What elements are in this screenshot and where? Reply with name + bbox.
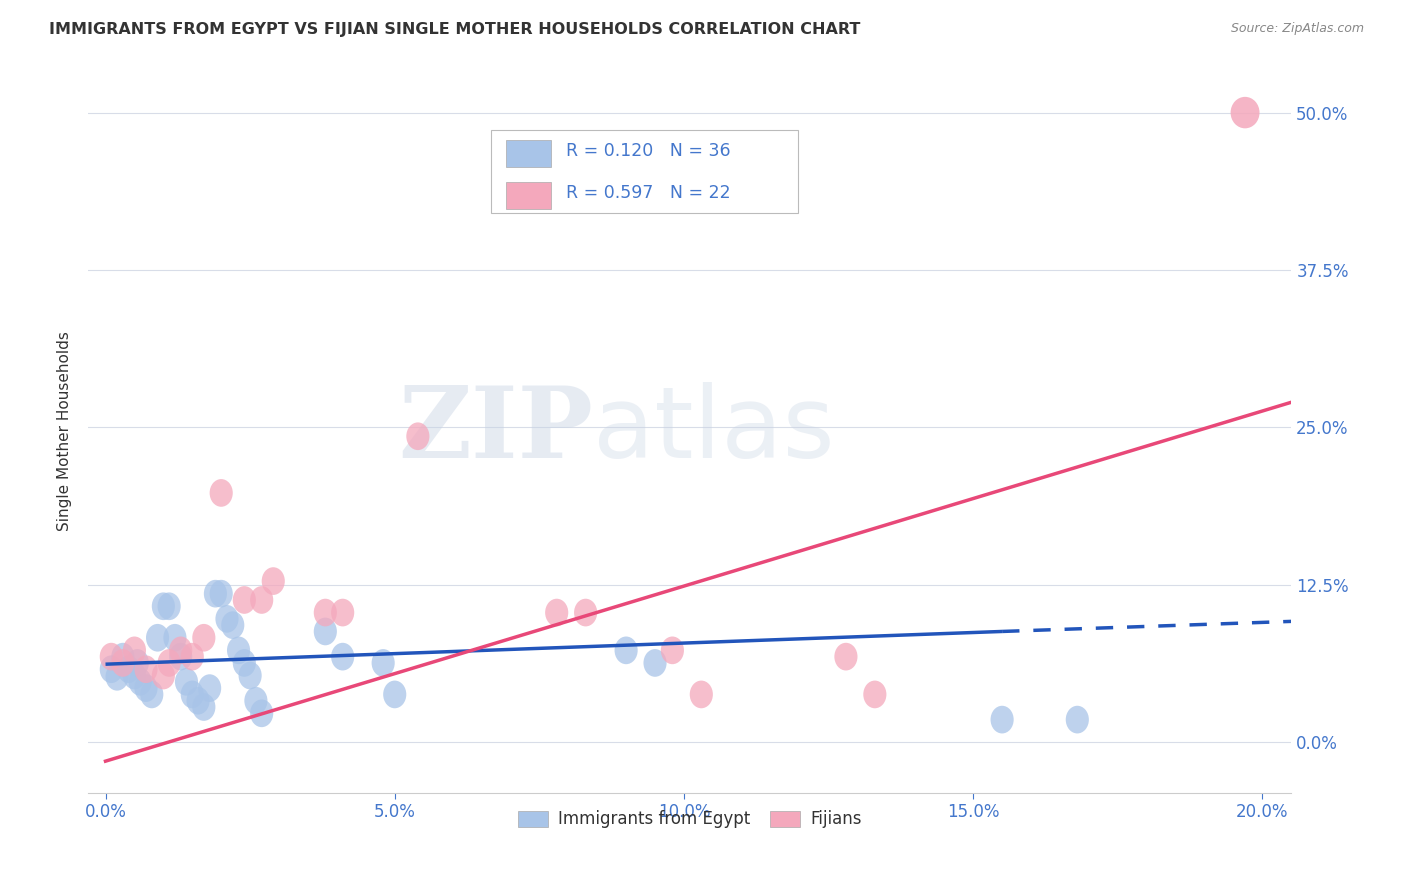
Ellipse shape bbox=[834, 643, 858, 671]
Ellipse shape bbox=[163, 624, 187, 651]
Ellipse shape bbox=[122, 662, 146, 690]
Text: R = 0.597   N = 22: R = 0.597 N = 22 bbox=[565, 184, 731, 202]
Text: ZIP: ZIP bbox=[399, 382, 593, 479]
Ellipse shape bbox=[233, 649, 256, 677]
Ellipse shape bbox=[100, 656, 122, 683]
Ellipse shape bbox=[991, 706, 1014, 733]
Ellipse shape bbox=[233, 586, 256, 614]
Ellipse shape bbox=[209, 580, 233, 607]
Ellipse shape bbox=[384, 681, 406, 708]
Ellipse shape bbox=[198, 674, 221, 702]
Ellipse shape bbox=[111, 649, 135, 677]
Legend: Immigrants from Egypt, Fijians: Immigrants from Egypt, Fijians bbox=[512, 804, 869, 835]
Ellipse shape bbox=[169, 643, 193, 671]
Ellipse shape bbox=[181, 681, 204, 708]
Ellipse shape bbox=[152, 662, 174, 690]
Ellipse shape bbox=[100, 643, 122, 671]
Ellipse shape bbox=[187, 687, 209, 714]
Ellipse shape bbox=[141, 681, 163, 708]
Ellipse shape bbox=[193, 693, 215, 721]
Y-axis label: Single Mother Households: Single Mother Households bbox=[58, 331, 72, 531]
FancyBboxPatch shape bbox=[491, 130, 799, 213]
Ellipse shape bbox=[314, 599, 337, 626]
Ellipse shape bbox=[181, 643, 204, 671]
Ellipse shape bbox=[204, 580, 226, 607]
Ellipse shape bbox=[314, 617, 337, 645]
Ellipse shape bbox=[546, 599, 568, 626]
Text: Source: ZipAtlas.com: Source: ZipAtlas.com bbox=[1230, 22, 1364, 36]
Ellipse shape bbox=[117, 656, 141, 683]
Ellipse shape bbox=[330, 643, 354, 671]
Ellipse shape bbox=[250, 586, 273, 614]
Ellipse shape bbox=[135, 656, 157, 683]
Text: IMMIGRANTS FROM EGYPT VS FIJIAN SINGLE MOTHER HOUSEHOLDS CORRELATION CHART: IMMIGRANTS FROM EGYPT VS FIJIAN SINGLE M… bbox=[49, 22, 860, 37]
Ellipse shape bbox=[371, 649, 395, 677]
Ellipse shape bbox=[1230, 97, 1260, 128]
Ellipse shape bbox=[661, 637, 683, 665]
Ellipse shape bbox=[105, 663, 128, 690]
Ellipse shape bbox=[128, 668, 152, 696]
Ellipse shape bbox=[209, 479, 233, 507]
Ellipse shape bbox=[614, 637, 638, 665]
Ellipse shape bbox=[406, 423, 429, 450]
Ellipse shape bbox=[245, 687, 267, 714]
FancyBboxPatch shape bbox=[506, 140, 551, 168]
Ellipse shape bbox=[863, 681, 886, 708]
Ellipse shape bbox=[122, 637, 146, 665]
Ellipse shape bbox=[574, 599, 598, 626]
Ellipse shape bbox=[330, 599, 354, 626]
Ellipse shape bbox=[250, 699, 273, 727]
Text: atlas: atlas bbox=[593, 382, 835, 479]
Ellipse shape bbox=[157, 592, 181, 620]
Ellipse shape bbox=[1066, 706, 1088, 733]
Ellipse shape bbox=[262, 567, 285, 595]
Ellipse shape bbox=[215, 605, 239, 632]
Ellipse shape bbox=[135, 674, 157, 702]
Ellipse shape bbox=[111, 643, 135, 671]
Ellipse shape bbox=[644, 649, 666, 677]
Ellipse shape bbox=[193, 624, 215, 651]
Ellipse shape bbox=[169, 637, 193, 665]
Ellipse shape bbox=[239, 662, 262, 690]
Ellipse shape bbox=[174, 668, 198, 696]
Ellipse shape bbox=[221, 611, 245, 639]
Ellipse shape bbox=[146, 624, 169, 651]
Ellipse shape bbox=[157, 649, 181, 677]
Ellipse shape bbox=[226, 637, 250, 665]
Text: R = 0.120   N = 36: R = 0.120 N = 36 bbox=[565, 142, 731, 160]
Ellipse shape bbox=[152, 592, 174, 620]
Ellipse shape bbox=[125, 649, 149, 677]
Ellipse shape bbox=[690, 681, 713, 708]
FancyBboxPatch shape bbox=[506, 182, 551, 209]
